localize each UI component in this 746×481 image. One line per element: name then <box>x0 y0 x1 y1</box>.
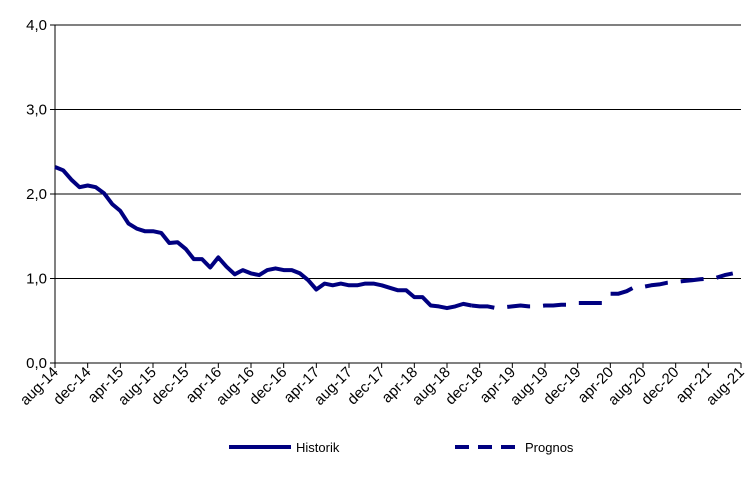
x-axis-tick-labels: aug-14dec-14apr-15aug-15dec-15apr-16aug-… <box>17 364 746 409</box>
x-tick-label: dec-18 <box>442 364 486 408</box>
axes <box>54 25 742 368</box>
series-line-prognos <box>471 271 734 311</box>
x-tick-label: dec-19 <box>540 364 584 408</box>
gridlines <box>50 24 741 364</box>
x-tick-label: dec-20 <box>638 364 682 408</box>
y-axis-tick-labels: 0,0 1,0 2,0 3,0 4,0 <box>26 17 47 372</box>
x-tick-label: dec-15 <box>148 364 192 408</box>
x-tick-label: dec-14 <box>50 364 94 408</box>
series-lines <box>54 165 734 311</box>
x-tick-label: dec-17 <box>344 364 388 408</box>
y-tick-label: 3,0 <box>26 102 47 119</box>
legend-label-historik: Historik <box>296 440 340 455</box>
y-tick-label: 0,0 <box>26 355 47 372</box>
x-tick-label: dec-16 <box>246 364 290 408</box>
y-tick-label: 4,0 <box>26 17 47 34</box>
legend: Historik Prognos <box>229 440 574 455</box>
series-line-historik <box>54 165 472 311</box>
legend-label-prognos: Prognos <box>525 440 574 455</box>
y-tick-label: 2,0 <box>26 186 47 203</box>
y-tick-label: 1,0 <box>26 271 47 288</box>
